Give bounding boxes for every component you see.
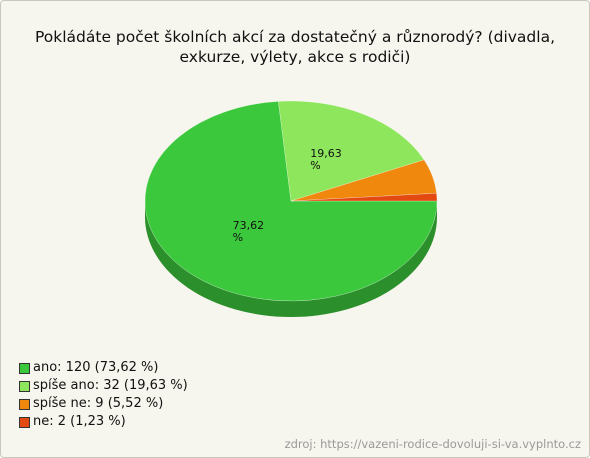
slice [290, 193, 438, 202]
chart-title: Pokládáte počet školních akcí za dostate… [34, 28, 555, 66]
slice-side [145, 201, 437, 317]
source: zdroj: https://vazeni-rodice-dovoluji-si… [284, 437, 581, 451]
legend-swatch [19, 381, 30, 392]
legend-swatch [19, 399, 30, 410]
legend-swatch [19, 417, 30, 428]
legend-swatch [19, 363, 30, 374]
legend-label: spíše ano: 32 (19,63 %) [33, 378, 188, 393]
legend-label: ne: 2 (1,23 %) [33, 414, 126, 429]
data-label: 19,63 % [310, 147, 342, 173]
slice [278, 100, 425, 202]
legend-label: ano: 120 (73,62 %) [33, 360, 159, 375]
data-label: 73,62 % [232, 219, 265, 245]
legend-label: spíše ne: 9 (5,52 %) [33, 396, 164, 411]
